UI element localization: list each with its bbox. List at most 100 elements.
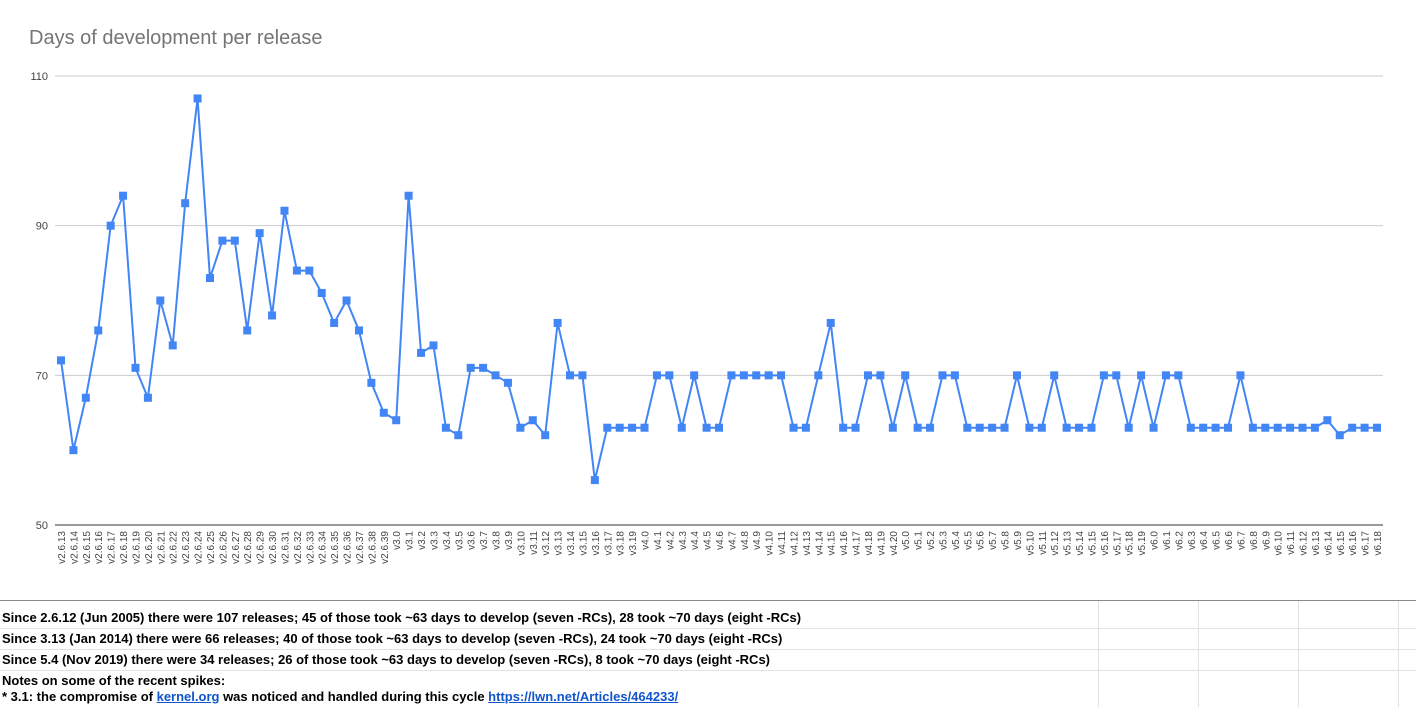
x-tick-label: v2.6.30 xyxy=(268,531,279,564)
spike-note-prefix: * 3.1: the compromise of xyxy=(2,689,157,704)
data-point xyxy=(652,371,661,380)
x-tick-label: v6.1 xyxy=(1162,531,1173,550)
data-point xyxy=(193,94,202,103)
x-tick-label: v6.9 xyxy=(1261,531,1272,550)
data-point xyxy=(727,371,736,380)
data-point xyxy=(57,356,65,365)
x-tick-label: v4.1 xyxy=(653,531,664,550)
x-tick-label: v3.2 xyxy=(417,531,428,550)
x-tick-label: v6.10 xyxy=(1274,531,1285,556)
note-row-1[interactable]: Since 2.6.12 (Jun 2005) there were 107 r… xyxy=(0,607,1416,629)
x-tick-label: v4.15 xyxy=(827,531,838,556)
note-row-4[interactable]: Notes on some of the recent spikes: * 3.… xyxy=(0,670,1416,707)
x-tick-label: v2.6.17 xyxy=(107,531,118,564)
data-point xyxy=(479,363,488,372)
x-tick-label: v5.0 xyxy=(901,531,912,550)
data-point xyxy=(876,371,885,380)
x-tick-label: v3.1 xyxy=(405,531,416,550)
x-tick-label: v4.5 xyxy=(703,531,714,550)
x-tick-label: v6.8 xyxy=(1249,531,1260,550)
data-point xyxy=(1099,371,1108,380)
x-tick-label: v4.3 xyxy=(678,531,689,550)
note-row-3[interactable]: Since 5.4 (Nov 2019) there were 34 relea… xyxy=(0,649,1416,671)
note-row-2[interactable]: Since 3.13 (Jan 2014) there were 66 rele… xyxy=(0,628,1416,650)
data-point xyxy=(975,423,984,432)
data-point xyxy=(553,318,562,327)
lwn-article-link[interactable]: https://lwn.net/Articles/464233/ xyxy=(488,689,679,704)
x-tick-label: v2.6.18 xyxy=(119,531,130,564)
data-point xyxy=(963,423,972,432)
data-point xyxy=(230,236,239,245)
x-tick-label: v2.6.13 xyxy=(57,531,68,564)
data-point xyxy=(1174,371,1183,380)
x-tick-label: v6.2 xyxy=(1174,531,1185,550)
data-point xyxy=(119,191,128,200)
x-tick-label: v6.16 xyxy=(1348,531,1359,556)
x-tick-label: v2.6.26 xyxy=(218,531,229,564)
data-point xyxy=(1310,423,1319,432)
data-point xyxy=(466,363,475,372)
data-point xyxy=(1087,423,1096,432)
data-point xyxy=(1037,423,1046,432)
x-tick-label: v6.5 xyxy=(1212,531,1223,550)
data-point xyxy=(1224,423,1233,432)
x-tick-label: v6.0 xyxy=(1150,531,1161,550)
x-tick-label: v4.18 xyxy=(864,531,875,556)
x-tick-label: v5.14 xyxy=(1075,531,1086,556)
x-tick-label: v4.20 xyxy=(889,531,900,556)
data-point xyxy=(131,363,140,372)
x-tick-label: v4.0 xyxy=(641,531,652,550)
data-point xyxy=(1062,423,1071,432)
data-point xyxy=(503,378,512,387)
x-tick-label: v4.17 xyxy=(852,531,863,556)
data-point xyxy=(218,236,227,245)
y-tick-label: 70 xyxy=(36,370,48,382)
data-point xyxy=(81,393,90,402)
spike-note-middle: was noticed and handled during this cycl… xyxy=(219,689,489,704)
x-tick-label: v2.6.29 xyxy=(256,531,267,564)
x-tick-label: v6.14 xyxy=(1323,531,1334,556)
data-point xyxy=(1124,423,1133,432)
data-point xyxy=(901,371,910,380)
data-point xyxy=(156,296,165,305)
x-tick-label: v2.6.38 xyxy=(367,531,378,564)
x-tick-label: v5.19 xyxy=(1137,531,1148,556)
x-tick-label: v2.6.35 xyxy=(330,531,341,564)
x-tick-label: v6.4 xyxy=(1199,531,1210,550)
data-point xyxy=(417,348,426,357)
x-tick-label: v2.6.37 xyxy=(355,531,366,564)
data-point xyxy=(106,221,115,230)
data-point xyxy=(292,266,301,275)
kernel-org-link[interactable]: kernel.org xyxy=(156,689,220,704)
data-point xyxy=(1286,423,1295,432)
x-tick-label: v2.6.23 xyxy=(181,531,192,564)
x-tick-label: v2.6.21 xyxy=(156,531,167,564)
data-point xyxy=(566,371,575,380)
data-point xyxy=(205,274,214,283)
data-point xyxy=(1149,423,1158,432)
x-tick-label: v4.2 xyxy=(665,531,676,550)
sheet-column-divider xyxy=(1298,601,1299,707)
data-point xyxy=(863,371,872,380)
data-point xyxy=(1025,423,1034,432)
data-point xyxy=(590,476,599,485)
x-tick-label: v5.6 xyxy=(976,531,987,550)
x-tick-label: v2.6.32 xyxy=(293,531,304,564)
x-tick-label: v4.14 xyxy=(814,531,825,556)
x-tick-label: v2.6.36 xyxy=(343,531,354,564)
x-tick-label: v5.11 xyxy=(1038,531,1049,555)
data-point xyxy=(1236,371,1245,380)
chart-title: Days of development per release xyxy=(29,27,323,49)
x-tick-label: v2.6.25 xyxy=(206,531,217,564)
x-tick-label: v3.12 xyxy=(541,531,552,556)
x-tick-label: v2.6.34 xyxy=(318,531,329,564)
x-tick-label: v3.3 xyxy=(429,531,440,550)
data-point xyxy=(839,423,848,432)
x-tick-label: v3.6 xyxy=(467,531,478,550)
x-tick-label: v3.7 xyxy=(479,531,490,550)
data-point xyxy=(938,371,947,380)
data-point xyxy=(1012,371,1021,380)
y-tick-label: 110 xyxy=(30,71,48,83)
data-point xyxy=(491,371,500,380)
